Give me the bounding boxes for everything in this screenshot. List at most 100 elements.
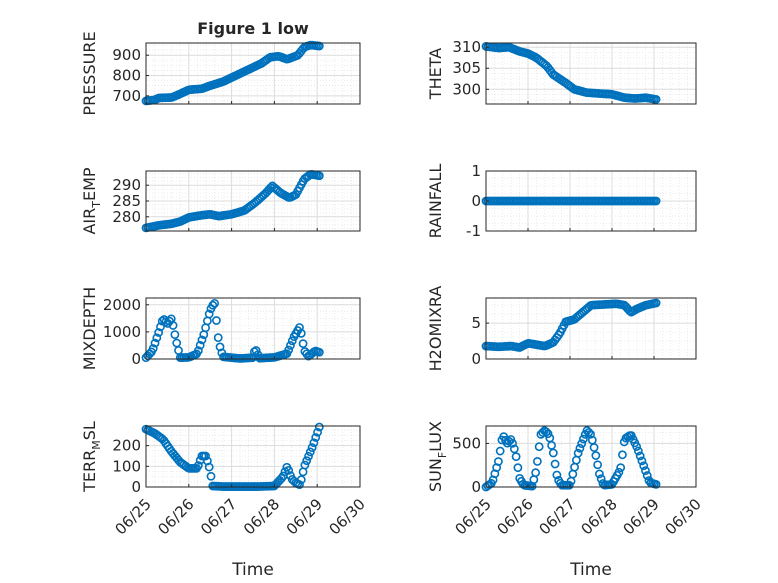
data-point (593, 460, 603, 470)
axes-box (485, 425, 697, 488)
data-point (641, 466, 650, 476)
data-point (534, 442, 544, 452)
data-point (154, 328, 164, 337)
subplot-title: Figure 1 low (197, 19, 309, 38)
data-point (651, 196, 661, 206)
y-tick-label: 290 (112, 176, 141, 194)
data-point (635, 451, 645, 461)
y-tick-label: 1 (471, 162, 481, 180)
y-tick-label: 0 (471, 478, 481, 496)
data-point (632, 442, 642, 451)
series-markers (481, 298, 661, 352)
data-point (170, 330, 180, 339)
series-markers (141, 40, 324, 106)
series-markers (481, 426, 661, 492)
data-point (596, 474, 606, 484)
x-tick-label: 06/29 (620, 495, 663, 538)
data-point (213, 333, 223, 343)
data-point (508, 438, 517, 448)
subplot-3: -1 0 1 RAINFALL (426, 162, 697, 240)
series-markers (141, 298, 324, 363)
subplot-5: 0 5 H2OMIXRA (426, 286, 697, 371)
data-point (314, 41, 324, 51)
y-tick-label: 800 (112, 67, 141, 85)
y-axis-label: TERRMSL (80, 421, 103, 493)
y-tick-label: 0 (471, 350, 481, 368)
data-point (637, 456, 647, 466)
x-tick-label: 06/26 (154, 495, 197, 538)
y-axis-label: THETA (426, 48, 445, 100)
y-axis-label: MIXDEPTH (80, 287, 99, 370)
data-point (309, 438, 319, 448)
data-point (302, 456, 312, 466)
data-point (618, 450, 627, 460)
x-tick-label: 06/26 (494, 495, 537, 538)
y-tick-label: 500 (452, 434, 481, 452)
y-tick-label: 310 (452, 38, 481, 56)
data-point (589, 443, 599, 452)
data-point (298, 339, 308, 349)
data-point (277, 473, 286, 483)
data-point (287, 336, 297, 346)
axes-box (485, 42, 697, 105)
x-tick-label: 06/30 (326, 495, 369, 538)
axes-box (485, 297, 697, 360)
x-tick-label: 06/25 (452, 495, 495, 538)
x-axis-label: Time (231, 560, 274, 580)
series-markers (141, 170, 324, 233)
data-point (305, 447, 315, 457)
series-markers (481, 41, 661, 104)
data-point (548, 448, 558, 458)
data-point (300, 460, 310, 470)
data-point (212, 316, 221, 325)
data-point (564, 480, 574, 490)
data-point (509, 444, 519, 454)
axes-background (146, 426, 360, 487)
data-point (307, 443, 317, 452)
data-point (511, 452, 521, 462)
data-point (152, 333, 162, 343)
y-tick-label: 0 (131, 478, 141, 496)
data-point (251, 346, 261, 355)
y-tick-label: 300 (452, 80, 481, 98)
data-point (584, 427, 594, 437)
data-point (639, 461, 649, 471)
x-tick-label: 06/28 (578, 495, 621, 538)
data-point (575, 443, 585, 453)
x-tick-label: 06/27 (536, 495, 579, 538)
y-tick-label: 285 (112, 192, 141, 210)
data-point (532, 457, 542, 466)
data-point (266, 183, 275, 193)
data-point (193, 346, 203, 356)
x-tick-label: 06/29 (283, 495, 326, 538)
x-axis-label: Time (569, 560, 612, 580)
data-point (314, 422, 324, 432)
y-tick-label: 700 (112, 87, 141, 105)
data-point (314, 347, 324, 357)
x-tick-label: 06/27 (197, 495, 240, 538)
data-point (204, 462, 214, 472)
data-point (651, 298, 661, 308)
x-tick-label: 06/30 (662, 495, 705, 538)
data-point (531, 468, 541, 478)
data-point (651, 94, 661, 104)
subplot-1: 300 305 310 THETA (426, 38, 697, 105)
data-point (595, 469, 604, 479)
data-point (148, 344, 158, 353)
data-point (616, 463, 626, 473)
data-point (150, 338, 160, 348)
y-tick-label: -1 (466, 222, 481, 240)
data-point (296, 475, 306, 485)
y-tick-label: 200 (112, 437, 141, 455)
data-point (573, 448, 583, 458)
axes-box (145, 297, 361, 360)
y-tick-label: 280 (112, 208, 141, 226)
data-point (513, 463, 523, 473)
y-tick-label: 0 (471, 192, 481, 210)
y-tick-label: 2000 (103, 296, 141, 314)
data-point (591, 451, 601, 460)
